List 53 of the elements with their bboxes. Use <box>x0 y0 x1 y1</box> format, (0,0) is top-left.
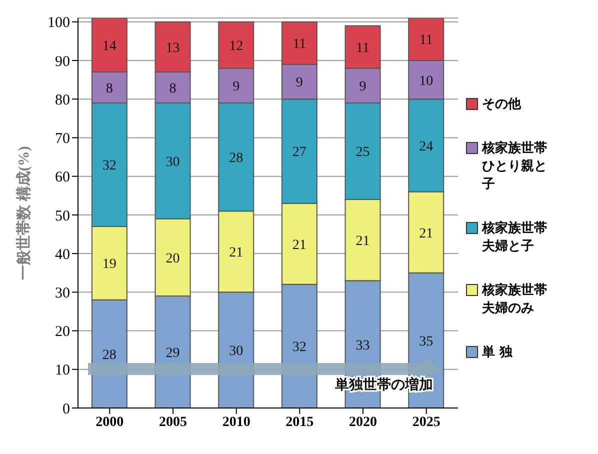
x-tick-label: 2015 <box>286 414 314 430</box>
data-label: 10 <box>419 74 434 89</box>
legend-label: 核家族世帯ひとり親と子 <box>482 140 547 193</box>
data-label: 21 <box>356 234 370 249</box>
data-label: 19 <box>102 257 116 272</box>
data-label: 32 <box>102 158 116 174</box>
data-label: 33 <box>356 338 370 354</box>
legend-label: 核家族世帯夫婦と子 <box>482 220 547 255</box>
y-tick-label: 80 <box>55 92 70 108</box>
data-label: 13 <box>166 40 180 56</box>
legend-label: 核家族世帯夫婦のみ <box>482 282 547 317</box>
y-tick-label: 60 <box>55 170 70 186</box>
y-tick-label: 30 <box>55 285 70 302</box>
data-label: 9 <box>359 80 366 95</box>
data-label: 12 <box>229 39 244 54</box>
data-label: 24 <box>419 139 434 154</box>
data-label: 27 <box>292 145 306 160</box>
x-tick-label: 2020 <box>349 414 377 430</box>
y-tick-label: 40 <box>55 246 70 263</box>
data-label: 30 <box>166 154 180 170</box>
data-label: 14 <box>102 39 116 54</box>
y-tick-label: 50 <box>55 208 70 224</box>
y-tick-label: 100 <box>48 15 70 32</box>
data-label: 9 <box>296 76 303 91</box>
y-tick-label: 20 <box>55 324 70 340</box>
x-tick-label: 2005 <box>159 414 187 430</box>
data-label: 21 <box>229 246 244 261</box>
x-tick-label: 2025 <box>412 414 440 430</box>
data-label: 11 <box>419 33 433 48</box>
data-label: 21 <box>419 226 434 242</box>
data-label: 21 <box>292 238 306 253</box>
data-label: 28 <box>229 150 244 166</box>
data-label: 8 <box>106 81 113 96</box>
data-label: 11 <box>356 40 370 56</box>
data-label: 28 <box>102 348 116 363</box>
data-label: 30 <box>229 344 244 360</box>
data-label: 11 <box>292 37 306 52</box>
y-tick-label: 0 <box>62 401 70 418</box>
x-tick-label: 2010 <box>222 414 250 430</box>
data-label: 8 <box>169 81 176 96</box>
data-label: 25 <box>356 145 370 160</box>
y-tick-label: 70 <box>55 131 70 148</box>
y-axis-title: 一般世帯数 構成(%) <box>15 146 32 280</box>
data-label: 32 <box>292 340 306 356</box>
data-label: 9 <box>232 80 240 95</box>
y-tick-label: 10 <box>55 362 70 379</box>
data-label: 20 <box>166 251 180 266</box>
data-label: 35 <box>419 334 434 350</box>
legend-label: その他 <box>482 96 522 113</box>
y-tick-label: 90 <box>55 54 70 70</box>
x-tick-label: 2000 <box>96 414 124 430</box>
legend-label: 単 独 <box>482 344 514 361</box>
data-label: 29 <box>166 346 180 361</box>
